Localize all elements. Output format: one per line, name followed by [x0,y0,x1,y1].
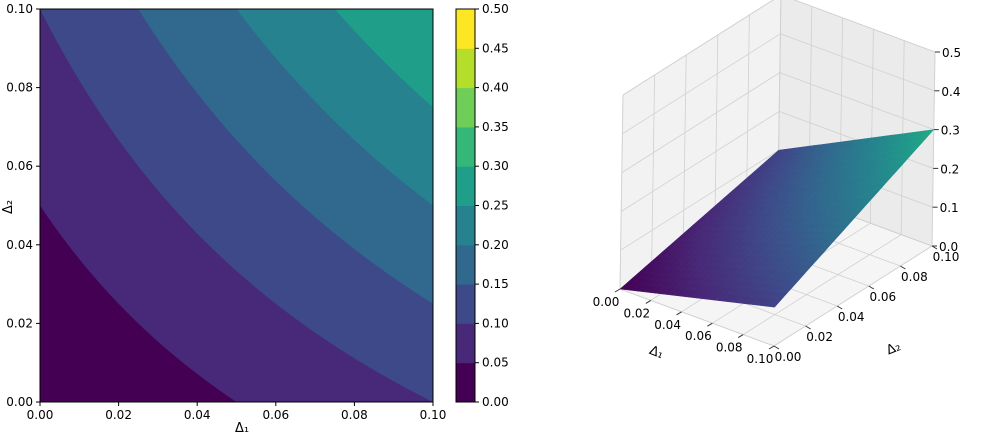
x3d-tick-label: 0.08 [716,341,743,355]
x-tick-label: 0.08 [341,408,368,422]
colorbar-tick-label: 0.00 [482,395,509,409]
colorbar-band [456,284,475,324]
y3d-tick-label: 0.06 [869,290,896,304]
colorbar-band [456,244,475,285]
y3d-tick-mark [805,325,811,330]
colorbar-tick-label: 0.30 [482,159,509,173]
colorbar-tick-label: 0.45 [482,41,509,55]
contour-plot: 0.00 0.02 0.04 0.06 0.08 0.10 0.000.020.040.0… [1,2,446,436]
y3d-tick-mark [868,285,875,290]
x3d-tick-mark [707,322,713,327]
gridline [682,54,687,250]
x-tick-label: 0.00 [27,408,54,422]
colorbar: 0.00 0.05 0.10 0.15 0.20 0.25 0.30 0.35 0.40 0.45… [455,2,509,409]
y3d-tick-mark [836,305,843,310]
colorbar-band [456,126,475,167]
colorbar-band [456,166,475,206]
contour-x-ticks: 0.00 0.02 0.04 0.06 0.08 0.10 [27,402,447,422]
x-tick-label: 0.04 [184,408,211,422]
x3d-tick-mark [614,288,621,293]
y-tick-label: 0.04 [6,238,33,252]
x-tick-label: 0.02 [105,408,132,422]
gridline [780,33,935,92]
colorbar-tick-label: 0.05 [482,356,509,370]
y3d-tick-label: 0.00 [775,350,802,364]
colorbar-tick-label: 0.20 [482,238,509,252]
y3d-tick-mark [773,345,780,350]
z3d-tick-label: 0.5 [942,46,961,60]
y-tick-label: 0.02 [6,316,33,330]
y-tick-label: 0.10 [6,2,33,16]
y3d-tick-label: 0.08 [901,270,928,284]
x3d-tick-label: 0.02 [623,306,650,320]
z3d-tick-label: 0.2 [940,162,959,176]
y3d-tick-label: 0.02 [806,330,833,344]
y-tick-label: 0.08 [6,81,33,95]
z3d-tick-label: 0.3 [941,124,960,138]
contour-y-ticks: 0.00 0.02 0.04 0.06 0.08 0.10 [6,2,40,409]
contour-y-axis-label: Δ₂ [1,200,16,214]
colorbar-tick-label: 0.35 [482,120,509,134]
gridline [779,72,934,130]
gridline [746,14,750,210]
colorbar-tick-label: 0.10 [482,316,509,330]
x-tick-label: 0.06 [262,408,289,422]
x3d-tick-label: 0.04 [654,318,681,332]
gridline [931,51,936,247]
colorbar-tick-label: 0.25 [482,199,509,213]
colorbar-band [456,362,475,403]
z3d-tick-label: 0.0 [939,240,958,254]
gridline [620,111,780,212]
gridline [773,245,933,347]
x3d-tick-mark [676,311,682,316]
gridline [793,0,936,53]
x3d-tick-label: 0.00 [593,295,620,309]
gridline [620,149,779,251]
surface-axes: 0.000.020.040.060.080.10 0.000.020.040.06… [593,46,961,366]
colorbar-band [456,323,475,364]
surface-mesh [619,129,935,308]
x3d-tick-label: 0.06 [685,329,712,343]
y-tick-label: 0.06 [6,159,33,173]
colorbar-tick-label: 0.50 [482,2,509,16]
colorbar-band [456,205,475,246]
x-tick-label: 0.10 [420,408,447,422]
contour-fills [40,9,433,402]
y3d-tick-label: 0.10 [933,250,960,264]
y3d-tick-label: 0.04 [838,310,865,324]
colorbar-band [456,87,475,128]
y3d-tick-mark [900,265,906,270]
contour-band [40,9,433,402]
gridline [622,33,781,135]
gridline [651,74,655,270]
contour-band [40,205,239,402]
y-tick-label: 0.00 [6,395,33,409]
colorbar-band [456,9,475,49]
colorbar-tick-label: 0.15 [482,277,509,291]
colorbar-tick-label: 0.40 [482,81,509,95]
x3d-tick-mark [645,299,652,304]
contour-plot-frame [39,8,434,403]
x3d-tick-label: 0.10 [747,352,774,366]
z3d-tick-label: 0.1 [940,201,959,215]
gridline [619,94,624,290]
gridline [714,34,719,230]
colorbar-bands [456,9,475,403]
x3d-tick-mark [768,345,775,350]
z3d-tick-label: 0.4 [941,85,960,99]
surface-x-axis-label: Δ₁ [647,343,666,362]
gridline [619,288,775,347]
surface-plot-3d: 0.000.020.040.060.080.10 0.000.020.040.06… [593,0,961,366]
colorbar-ticks: 0.00 0.05 0.10 0.15 0.20 0.25 0.30 0.35 0.40 0.45… [475,2,509,409]
colorbar-band [456,48,475,89]
gridline [742,234,902,335]
contour-x-axis-label: Δ₁ [235,421,249,436]
surface-face [768,299,782,308]
gridline [621,72,781,173]
surface-y-axis-label: Δ₂ [884,339,903,358]
x3d-tick-mark [737,334,744,339]
gridline [622,0,774,96]
